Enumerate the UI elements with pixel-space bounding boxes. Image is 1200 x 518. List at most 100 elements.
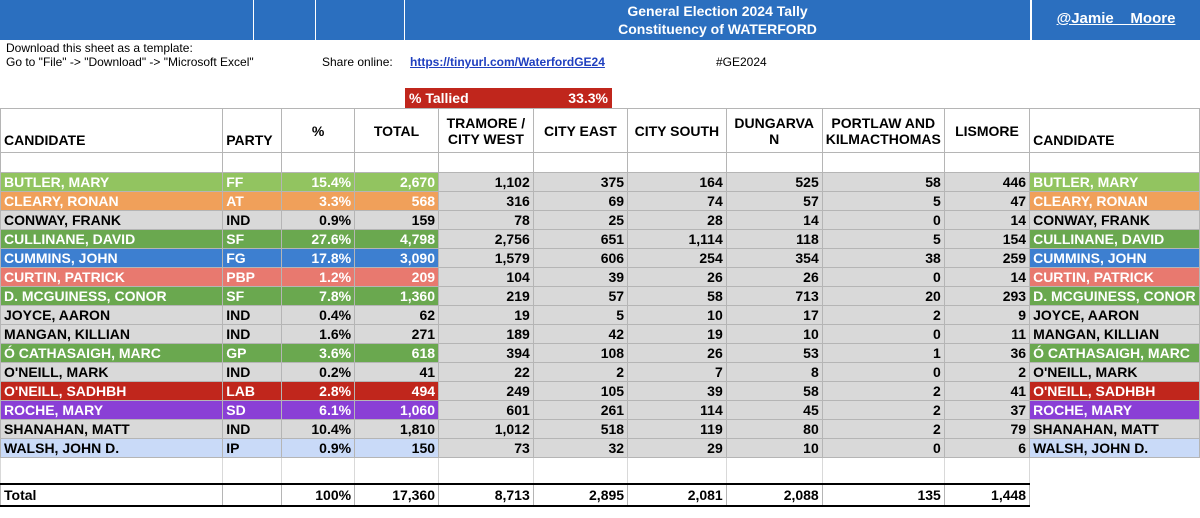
candidate-name-cell[interactable]: O'NEILL, SADHBH: [0, 381, 224, 401]
tramore-cell[interactable]: 316: [438, 191, 534, 211]
header-portlaw[interactable]: PORTLAW AND KILMACTHOMAS: [821, 108, 945, 153]
total-cell[interactable]: 618: [354, 343, 440, 363]
candidate-name-right-cell[interactable]: CONWAY, FRANK: [1029, 210, 1200, 230]
portlaw-cell[interactable]: 2: [821, 419, 945, 439]
lismore-cell[interactable]: 9: [943, 305, 1031, 325]
lismore-cell[interactable]: 259: [943, 248, 1031, 268]
empty-cell[interactable]: [627, 152, 727, 173]
empty-cell[interactable]: [943, 152, 1031, 173]
lismore-cell[interactable]: 36: [943, 343, 1031, 363]
total-dungarvan[interactable]: 2,088: [725, 482, 823, 507]
header-total[interactable]: TOTAL: [354, 108, 440, 153]
header-city-south[interactable]: CITY SOUTH: [627, 108, 727, 153]
city-south-cell[interactable]: 119: [627, 419, 727, 439]
city-south-cell[interactable]: 26: [627, 267, 727, 287]
total-portlaw[interactable]: 135: [821, 482, 945, 507]
candidate-name-cell[interactable]: CULLINANE, DAVID: [0, 229, 224, 249]
city-east-cell[interactable]: 57: [532, 286, 629, 306]
header-percent[interactable]: %: [280, 108, 356, 153]
tramore-cell[interactable]: 219: [438, 286, 534, 306]
party-cell[interactable]: GP: [222, 343, 282, 363]
candidate-name-cell[interactable]: CURTIN, PATRICK: [0, 267, 224, 287]
author-handle[interactable]: @Jamie__Moore: [1032, 0, 1200, 40]
candidate-name-right-cell[interactable]: MANGAN, KILLIAN: [1029, 324, 1200, 344]
dungarvan-cell[interactable]: 58: [725, 381, 823, 401]
header-party[interactable]: PARTY: [222, 108, 282, 153]
city-east-cell[interactable]: 2: [532, 362, 629, 382]
dungarvan-cell[interactable]: 8: [725, 362, 823, 382]
city-south-cell[interactable]: 254: [627, 248, 727, 268]
empty-cell[interactable]: [1029, 152, 1200, 173]
empty-cell[interactable]: [821, 152, 945, 173]
total-votes[interactable]: 17,360: [354, 482, 440, 507]
empty-cell[interactable]: [725, 457, 823, 484]
lismore-cell[interactable]: 41: [943, 381, 1031, 401]
candidate-name-cell[interactable]: BUTLER, MARY: [0, 172, 224, 192]
candidate-name-right-cell[interactable]: CUMMINS, JOHN: [1029, 248, 1200, 268]
city-south-cell[interactable]: 74: [627, 191, 727, 211]
percent-cell[interactable]: 7.8%: [280, 286, 356, 306]
tramore-cell[interactable]: 189: [438, 324, 534, 344]
total-percent[interactable]: 100%: [280, 482, 356, 507]
lismore-cell[interactable]: 14: [943, 267, 1031, 287]
city-east-cell[interactable]: 518: [532, 419, 629, 439]
total-cell[interactable]: 271: [354, 324, 440, 344]
dungarvan-cell[interactable]: 53: [725, 343, 823, 363]
tramore-cell[interactable]: 2,756: [438, 229, 534, 249]
dungarvan-cell[interactable]: 10: [725, 438, 823, 458]
portlaw-cell[interactable]: 0: [821, 324, 945, 344]
total-party-cell[interactable]: [222, 482, 282, 507]
total-cell[interactable]: 3,090: [354, 248, 440, 268]
title-bar-cell[interactable]: [254, 0, 316, 40]
header-tramore[interactable]: TRAMORE / CITY WEST: [438, 108, 534, 153]
candidate-name-right-cell[interactable]: Ó CATHASAIGH, MARC: [1029, 343, 1200, 363]
total-cell[interactable]: 41: [354, 362, 440, 382]
empty-cell[interactable]: [532, 457, 629, 484]
empty-cell[interactable]: [532, 152, 629, 173]
percent-cell[interactable]: 0.2%: [280, 362, 356, 382]
candidate-name-cell[interactable]: CLEARY, RONAN: [0, 191, 224, 211]
empty-cell[interactable]: [222, 152, 282, 173]
candidate-name-right-cell[interactable]: SHANAHAN, MATT: [1029, 419, 1200, 439]
portlaw-cell[interactable]: 5: [821, 191, 945, 211]
percent-cell[interactable]: 15.4%: [280, 172, 356, 192]
portlaw-cell[interactable]: 0: [821, 362, 945, 382]
city-east-cell[interactable]: 375: [532, 172, 629, 192]
empty-cell[interactable]: [280, 152, 356, 173]
lismore-cell[interactable]: 2: [943, 362, 1031, 382]
dungarvan-cell[interactable]: 45: [725, 400, 823, 420]
party-cell[interactable]: SF: [222, 229, 282, 249]
city-south-cell[interactable]: 58: [627, 286, 727, 306]
candidate-name-right-cell[interactable]: O'NEILL, MARK: [1029, 362, 1200, 382]
dungarvan-cell[interactable]: 118: [725, 229, 823, 249]
candidate-name-right-cell[interactable]: WALSH, JOHN D.: [1029, 438, 1200, 458]
party-cell[interactable]: IND: [222, 305, 282, 325]
party-cell[interactable]: LAB: [222, 381, 282, 401]
header-city-east[interactable]: CITY EAST: [532, 108, 629, 153]
percent-cell[interactable]: 0.9%: [280, 210, 356, 230]
total-lismore[interactable]: 1,448: [943, 482, 1031, 507]
city-south-cell[interactable]: 19: [627, 324, 727, 344]
portlaw-cell[interactable]: 5: [821, 229, 945, 249]
party-cell[interactable]: FG: [222, 248, 282, 268]
city-east-cell[interactable]: 42: [532, 324, 629, 344]
candidate-name-cell[interactable]: MANGAN, KILLIAN: [0, 324, 224, 344]
portlaw-cell[interactable]: 0: [821, 438, 945, 458]
portlaw-cell[interactable]: 2: [821, 305, 945, 325]
dungarvan-cell[interactable]: 354: [725, 248, 823, 268]
lismore-cell[interactable]: 6: [943, 438, 1031, 458]
dungarvan-cell[interactable]: 26: [725, 267, 823, 287]
city-south-cell[interactable]: 29: [627, 438, 727, 458]
city-south-cell[interactable]: 26: [627, 343, 727, 363]
empty-cell[interactable]: [821, 457, 945, 484]
title-bar-cell[interactable]: [0, 0, 254, 40]
title-bar-cell[interactable]: [316, 0, 405, 40]
total-empty[interactable]: [1030, 484, 1200, 506]
total-city-south[interactable]: 2,081: [627, 482, 727, 507]
total-cell[interactable]: 568: [354, 191, 440, 211]
lismore-cell[interactable]: 37: [943, 400, 1031, 420]
candidate-name-right-cell[interactable]: JOYCE, AARON: [1029, 305, 1200, 325]
percent-cell[interactable]: 3.6%: [280, 343, 356, 363]
percent-cell[interactable]: 3.3%: [280, 191, 356, 211]
candidate-name-cell[interactable]: Ó CATHASAIGH, MARC: [0, 343, 224, 363]
